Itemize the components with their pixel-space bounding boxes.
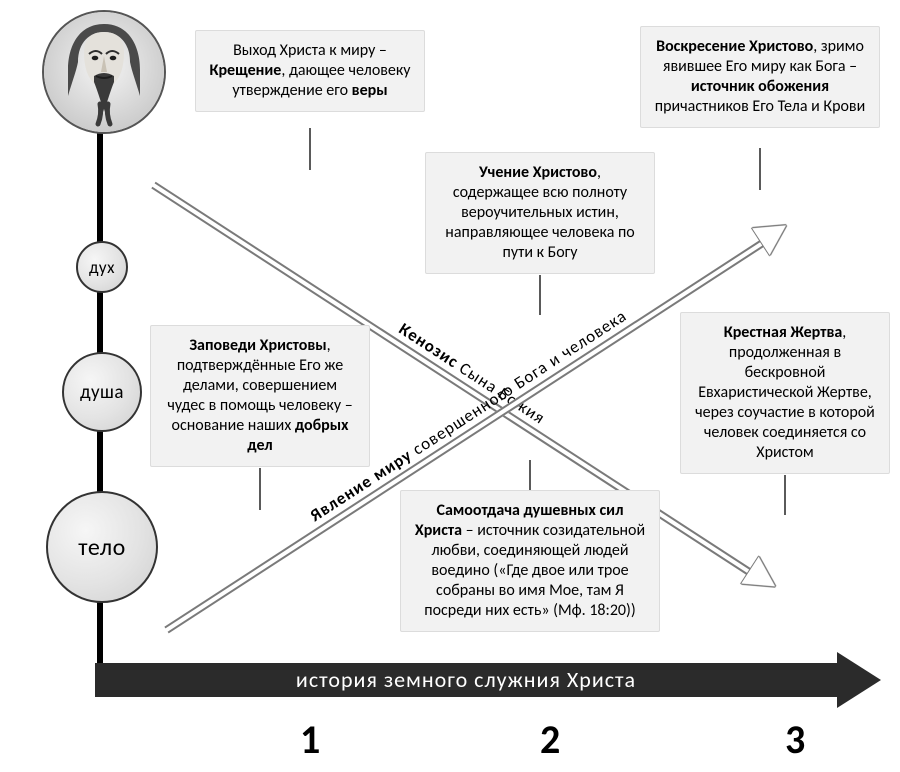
note-teaching: Учение Христово, содержащее всю полноту …: [425, 152, 655, 274]
note-stem: [539, 275, 541, 315]
note-stem: [759, 148, 761, 190]
axis-number: 1: [300, 715, 320, 764]
axis-node-soul: душа: [62, 352, 142, 432]
note-commandments: Заповеди Христовы, подтверждённые Его же…: [150, 325, 370, 467]
note-selfgiving: Самоотдача душевных сил Христа – источни…: [400, 490, 660, 632]
axis-node-label: тело: [78, 533, 126, 562]
axis-number: 3: [785, 715, 805, 764]
axis-number: 2: [540, 715, 560, 764]
note-stem: [784, 475, 786, 515]
horizontal-axis-arrowhead: [837, 652, 881, 708]
note-stem: [259, 468, 261, 510]
axis-node-spirit: дух: [76, 241, 128, 293]
christ-portrait-icon: [42, 10, 166, 134]
horizontal-axis: история земного служния Христа: [95, 663, 837, 697]
note-cross-sacrifice: Крестная Жертва, продолженная в бескровн…: [680, 312, 890, 474]
note-resurrection: Воскресение Христово, зримо явившее Его …: [640, 26, 880, 128]
note-stem: [529, 460, 531, 490]
note-stem: [309, 128, 311, 170]
diagram-root: дух душа тело Кенозис Сына Божия Явление…: [0, 0, 900, 772]
horizontal-axis-label: история земного служния Христа: [296, 666, 636, 693]
note-baptism: Выход Христа к миру – Крещение, дающее ч…: [195, 30, 425, 112]
axis-node-label: дух: [89, 257, 115, 278]
axis-node-label: душа: [80, 381, 124, 404]
axis-node-body: тело: [46, 491, 158, 603]
